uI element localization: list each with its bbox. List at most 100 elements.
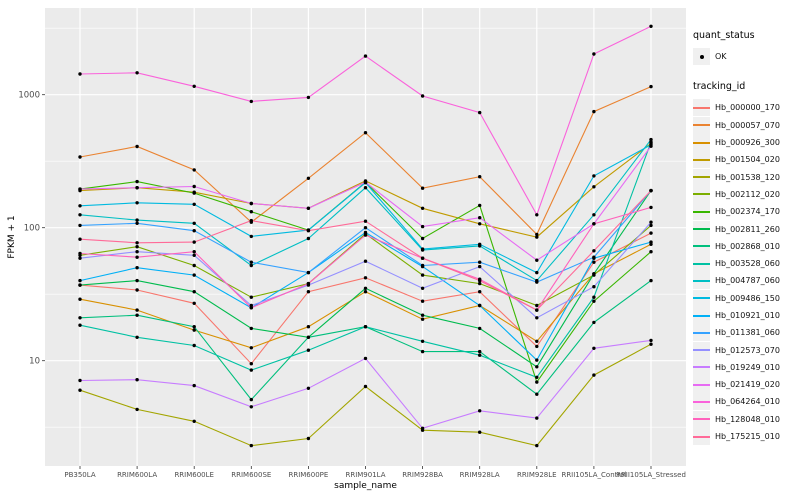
svg-text:RRIM928LE: RRIM928LE — [517, 471, 557, 479]
legend-label: Hb_001504_020 — [715, 155, 780, 165]
legend-key-box — [693, 168, 710, 186]
svg-text:10: 10 — [29, 357, 40, 367]
legend-key-box — [693, 99, 710, 117]
legend-item: Hb_019249_010 — [693, 358, 799, 376]
legend-item: Hb_002868_010 — [693, 237, 799, 255]
legend-label: Hb_000057_070 — [715, 120, 780, 130]
legend-key-box — [693, 134, 710, 152]
legend-item: Hb_004787_060 — [693, 272, 799, 290]
line-swatch-icon — [693, 141, 710, 144]
legend-item: Hb_000000_170 — [693, 99, 799, 117]
legend-item: Hb_011381_060 — [693, 324, 799, 342]
legend-label: Hb_002374_170 — [715, 207, 780, 217]
legend-item: Hb_002374_170 — [693, 203, 799, 221]
legend-item: Hb_010921_010 — [693, 307, 799, 324]
legend-item: Hb_009486_150 — [693, 289, 799, 307]
svg-text:RRIM600PE: RRIM600PE — [288, 471, 328, 479]
line-swatch-icon — [693, 124, 710, 127]
y-axis-title: FPKM + 1 — [7, 215, 17, 258]
legend-label: Hb_000926_300 — [715, 138, 780, 148]
legend-key-box — [693, 307, 710, 324]
legend-label: Hb_128048_010 — [715, 414, 780, 424]
legend-item: Hb_002811_260 — [693, 220, 799, 238]
legend-label: Hb_064264_010 — [715, 397, 780, 407]
line-swatch-icon — [693, 314, 710, 317]
legend-label: Hb_003528_060 — [715, 259, 780, 269]
line-swatch-icon — [693, 331, 710, 334]
svg-text:RRIM928LA: RRIM928LA — [460, 471, 500, 479]
axis-ticks — [42, 94, 652, 469]
legend-item: Hb_001504_020 — [693, 151, 799, 169]
line-swatch-icon — [693, 193, 710, 196]
legend-item: Hb_128048_010 — [693, 410, 799, 428]
svg-text:100: 100 — [24, 224, 40, 234]
legend-key-box — [693, 116, 710, 134]
line-swatch-icon — [693, 400, 710, 403]
line-swatch-icon — [693, 366, 710, 369]
legend-label: Hb_002811_260 — [715, 224, 780, 234]
legend-label-ok: OK — [715, 52, 727, 62]
legend-label: Hb_012573_070 — [715, 345, 780, 355]
legend-label: Hb_002112_020 — [715, 189, 780, 199]
legend-label: Hb_001538_120 — [715, 172, 780, 182]
legend-key-box — [693, 203, 710, 221]
legend-key-box — [693, 393, 710, 411]
y-axis-tick-labels: 10 100 1000 — [18, 91, 40, 367]
line-swatch-icon — [693, 176, 710, 179]
legend-label: Hb_011381_060 — [715, 328, 780, 338]
legend-tracking-id-items: Hb_000000_170 Hb_000057_070 Hb_000926_300 H… — [693, 99, 799, 446]
line-swatch-icon — [693, 297, 710, 300]
legend-key-box — [693, 358, 710, 376]
x-axis-title: sample_name — [334, 481, 397, 491]
line-swatch-icon — [693, 435, 710, 438]
data-points — [78, 24, 653, 448]
line-swatch-icon — [693, 383, 710, 386]
legend-key-box — [693, 151, 710, 169]
legend-key-box — [693, 289, 710, 307]
line-swatch-icon — [693, 279, 710, 282]
legend-item: Hb_064264_010 — [693, 393, 799, 411]
svg-text:RRIM600LA: RRIM600LA — [117, 471, 157, 479]
line-swatch-icon — [693, 349, 710, 352]
legend-key-box — [693, 237, 710, 255]
line-swatch-icon — [693, 210, 710, 213]
legend-key-box — [693, 48, 710, 66]
legend-key-box — [693, 376, 710, 394]
legend-key-box — [693, 341, 710, 359]
legend-key-box — [693, 220, 710, 238]
legend-item: Hb_003528_060 — [693, 255, 799, 273]
legend-label: Hb_010921_010 — [715, 311, 780, 320]
legend-item: Hb_012573_070 — [693, 341, 799, 359]
legend-title-tracking-id: tracking_id — [693, 81, 746, 93]
legend-key-box — [693, 324, 710, 342]
svg-text:RRIM901LA: RRIM901LA — [345, 471, 385, 479]
line-swatch-icon — [693, 262, 710, 265]
svg-text:PB350LA: PB350LA — [64, 471, 95, 479]
legend-key-box — [693, 255, 710, 273]
legend-item: Hb_000926_300 — [693, 134, 799, 152]
legend-label: Hb_019249_010 — [715, 362, 780, 372]
legend-label: Hb_175215_010 — [715, 432, 780, 442]
legend-item: Hb_002112_020 — [693, 185, 799, 203]
svg-text:RRII105LA_Control: RRII105LA_Control — [561, 471, 626, 479]
line-swatch-icon — [693, 418, 710, 421]
line-swatch-icon — [693, 245, 710, 248]
legend-item: Hb_021419_020 — [693, 376, 799, 394]
svg-text:1000: 1000 — [18, 91, 40, 101]
line-swatch-icon — [693, 106, 710, 109]
line-swatch-icon — [693, 158, 710, 161]
svg-text:RRIM600SE: RRIM600SE — [231, 471, 271, 479]
legend-label: Hb_004787_060 — [715, 276, 780, 286]
legend-label: Hb_002868_010 — [715, 241, 780, 251]
legend-item: Hb_001538_120 — [693, 168, 799, 186]
legend-label: Hb_000000_170 — [715, 103, 780, 113]
point-marker-icon — [699, 54, 704, 59]
legend-key-box — [693, 428, 710, 446]
legend-title-quant-status: quant_status — [693, 30, 755, 41]
legend-key-box — [693, 272, 710, 290]
svg-text:RRIM600LE: RRIM600LE — [174, 471, 214, 479]
legend-item-ok: OK — [693, 48, 799, 66]
x-axis-tick-labels: PB350LA RRIM600LA RRIM600LE RRIM600SE RRIM60… — [64, 471, 686, 479]
